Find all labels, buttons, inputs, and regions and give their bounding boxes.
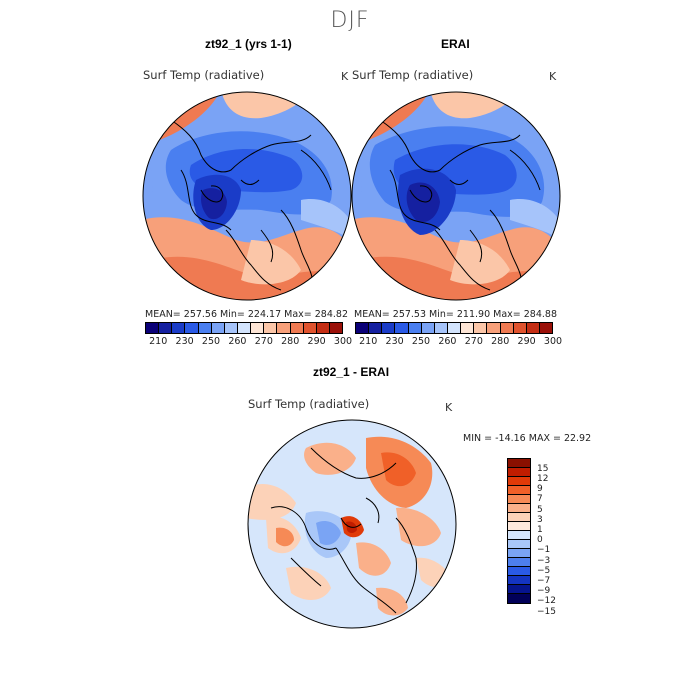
colorbar-swatch xyxy=(356,323,370,333)
diff-stats: MIN = -14.16 MAX = 22.92 xyxy=(463,433,592,444)
colorbar-tick-label: 300 xyxy=(333,336,353,347)
colorbar-tick-label: 12 xyxy=(537,473,549,484)
colorbar-tick-label: −5 xyxy=(537,565,551,576)
colorbar-swatch xyxy=(277,323,291,333)
obs-polar-map xyxy=(351,91,561,301)
colorbar-tick-label: 1 xyxy=(537,524,543,535)
colorbar-tick-label: 0 xyxy=(537,535,543,546)
colorbar-swatch xyxy=(508,459,530,468)
obs-variable-label: Surf Temp (radiative) xyxy=(352,68,474,82)
colorbar-tick-label: 290 xyxy=(517,336,536,347)
colorbar-swatch xyxy=(539,323,553,333)
colorbar-tick-label: 3 xyxy=(537,514,543,525)
colorbar-tick-label: −15 xyxy=(537,606,556,617)
colorbar-tick-label: −1 xyxy=(537,545,551,556)
colorbar-swatch xyxy=(224,323,238,333)
colorbar-tick-label: 250 xyxy=(411,336,431,347)
colorbar-swatch xyxy=(329,323,343,333)
colorbar-swatch xyxy=(508,468,530,477)
colorbar-swatch xyxy=(408,323,422,333)
colorbar-swatch xyxy=(526,323,540,333)
colorbar-swatch xyxy=(237,323,252,333)
colorbar-swatch xyxy=(461,323,475,333)
colorbar-swatch xyxy=(395,323,409,333)
colorbar-tick-label: 230 xyxy=(175,336,194,347)
colorbar-tick-label: 270 xyxy=(254,336,273,347)
colorbar-tick-label: 9 xyxy=(537,484,543,495)
colorbar-swatch xyxy=(487,323,501,333)
colorbar-swatch xyxy=(508,558,530,567)
colorbar-swatch xyxy=(303,323,317,333)
colorbar-tick-label: 210 xyxy=(359,336,378,347)
colorbar-swatch xyxy=(508,540,530,549)
colorbar-swatch xyxy=(513,323,527,333)
colorbar-swatch xyxy=(251,323,265,333)
model-colorbar xyxy=(145,322,343,334)
colorbar-swatch xyxy=(421,323,435,333)
diff-units-label: K xyxy=(445,401,453,414)
colorbar-swatch xyxy=(382,323,396,333)
colorbar-swatch xyxy=(185,323,199,333)
diff-panel-title: zt92_1 - ERAI xyxy=(313,365,390,379)
colorbar-swatch xyxy=(508,504,530,513)
figure-title: DJF xyxy=(330,8,370,33)
colorbar-swatch xyxy=(146,323,160,333)
colorbar-tick-label: 5 xyxy=(537,504,543,515)
colorbar-tick-label: 7 xyxy=(537,494,543,505)
diff-colorbar xyxy=(507,458,531,604)
colorbar-swatch xyxy=(508,495,530,504)
colorbar-tick-label: 260 xyxy=(228,336,247,347)
colorbar-swatch xyxy=(172,323,186,333)
colorbar-tick-label: −7 xyxy=(537,575,551,586)
colorbar-tick-label: 300 xyxy=(543,336,563,347)
colorbar-tick-label: 270 xyxy=(464,336,483,347)
model-panel-title: zt92_1 (yrs 1-1) xyxy=(205,37,292,51)
colorbar-tick-label: −9 xyxy=(537,586,551,597)
colorbar-tick-label: 210 xyxy=(149,336,168,347)
obs-units-label: K xyxy=(549,70,557,83)
colorbar-swatch xyxy=(474,323,488,333)
colorbar-swatch xyxy=(211,323,225,333)
colorbar-swatch xyxy=(508,585,530,594)
colorbar-swatch xyxy=(508,567,530,576)
diff-polar-map xyxy=(247,419,457,629)
obs-panel-title: ERAI xyxy=(441,37,470,51)
colorbar-tick-label: −3 xyxy=(537,555,551,566)
obs-colorbar xyxy=(355,322,553,334)
model-units-label: K xyxy=(341,70,349,83)
colorbar-swatch xyxy=(508,594,530,603)
colorbar-tick-label: 15 xyxy=(537,463,549,474)
colorbar-swatch xyxy=(434,323,448,333)
colorbar-swatch xyxy=(508,486,530,495)
obs-colorbar-ticks: 210 230 250 260 270 280 290 300 xyxy=(355,336,562,348)
colorbar-swatch xyxy=(500,323,514,333)
diff-variable-label: Surf Temp (radiative) xyxy=(248,397,370,411)
colorbar-swatch xyxy=(508,513,530,522)
colorbar-tick-label: 280 xyxy=(281,336,300,347)
colorbar-swatch xyxy=(264,323,278,333)
colorbar-swatch xyxy=(290,323,304,333)
model-colorbar-ticks: 210 230 250 260 270 280 290 300 xyxy=(145,336,352,348)
model-variable-label: Surf Temp (radiative) xyxy=(143,68,265,82)
colorbar-swatch xyxy=(316,323,330,333)
colorbar-swatch xyxy=(508,477,530,486)
colorbar-tick-label: −12 xyxy=(537,596,556,607)
colorbar-tick-label: 230 xyxy=(385,336,404,347)
colorbar-swatch xyxy=(508,549,530,558)
colorbar-tick-label: 260 xyxy=(438,336,457,347)
colorbar-swatch xyxy=(508,576,530,585)
colorbar-swatch xyxy=(447,323,462,333)
colorbar-tick-label: 280 xyxy=(491,336,510,347)
colorbar-swatch xyxy=(508,531,530,540)
colorbar-swatch xyxy=(508,522,530,531)
diff-colorbar-ticks: 15 12 9 7 5 3 1 0 −1 −3 −5 −7 −9 −12 −15 xyxy=(537,458,577,624)
colorbar-swatch xyxy=(369,323,383,333)
colorbar-swatch xyxy=(198,323,212,333)
model-stats: MEAN= 257.56 Min= 224.17 Max= 284.82 xyxy=(145,309,349,320)
obs-stats: MEAN= 257.53 Min= 211.90 Max= 284.88 xyxy=(354,309,558,320)
colorbar-tick-label: 250 xyxy=(201,336,221,347)
colorbar-tick-label: 290 xyxy=(307,336,326,347)
model-polar-map xyxy=(142,91,352,301)
colorbar-swatch xyxy=(159,323,173,333)
